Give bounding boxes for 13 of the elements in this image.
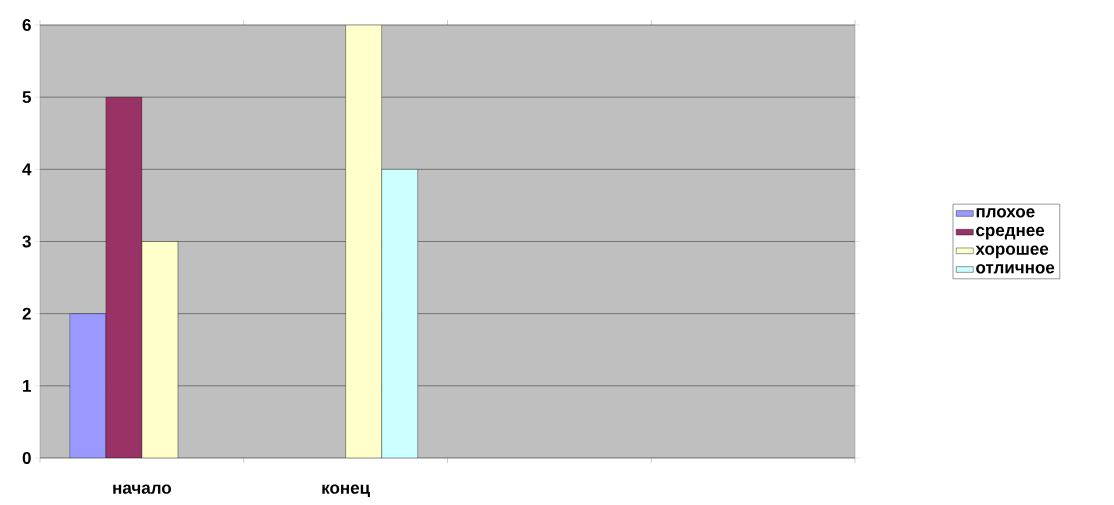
y-tick-label: 5 bbox=[22, 91, 32, 104]
y-tick-label: 2 bbox=[22, 307, 31, 320]
legend-label: плохое bbox=[976, 208, 1035, 218]
y-tick-label: 1 bbox=[23, 379, 32, 392]
y-tick-label: 0 bbox=[22, 451, 31, 465]
x-tick-label: начало bbox=[113, 484, 172, 494]
x-tick-label: конец bbox=[322, 484, 370, 498]
legend-label: отличное bbox=[976, 264, 1055, 274]
y-tick-label: 6 bbox=[22, 18, 31, 32]
y-tick-label: 4 bbox=[22, 163, 32, 176]
legend-label: среднее bbox=[976, 226, 1045, 240]
legend-label: хорошее bbox=[975, 245, 1049, 259]
y-tick-label: 3 bbox=[22, 235, 31, 248]
